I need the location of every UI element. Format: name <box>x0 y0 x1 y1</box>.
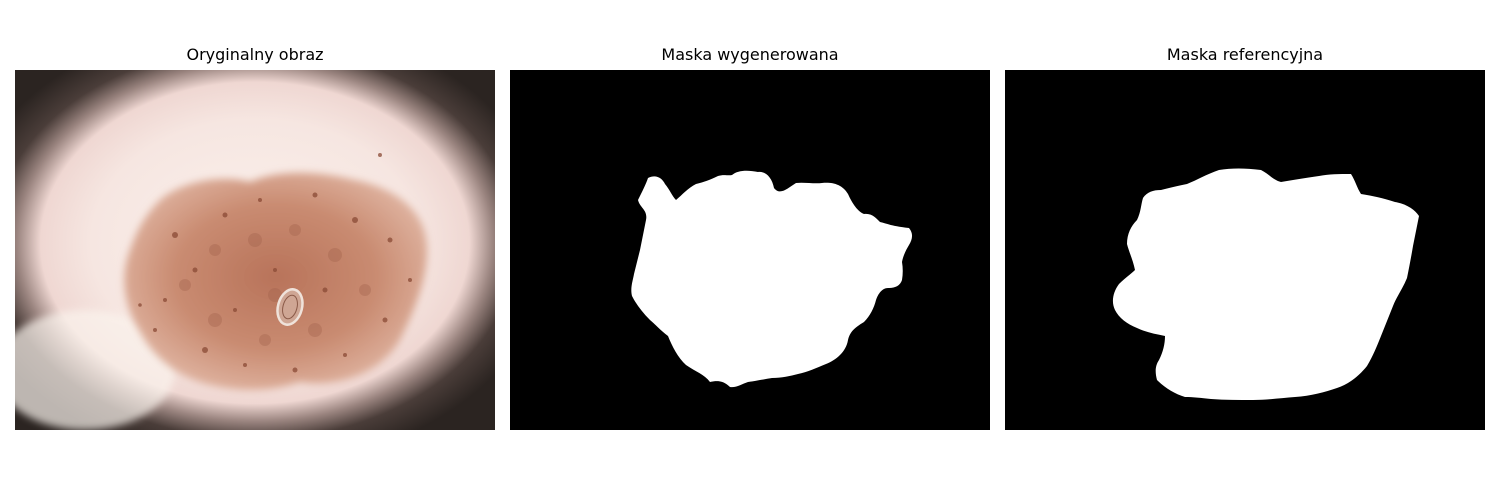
lesion-dots <box>138 153 412 373</box>
generated-mask-panel <box>510 70 990 430</box>
lesion-globules <box>179 224 371 346</box>
generated-mask-shape <box>631 170 913 388</box>
original-image-panel <box>15 70 495 430</box>
reference-mask <box>1005 70 1485 430</box>
panel-title-generated-mask: Maska wygenerowana <box>661 45 839 64</box>
panel-title-original: Oryginalny obraz <box>186 45 324 64</box>
skin-highlight <box>15 310 175 430</box>
lesion-region <box>124 172 428 390</box>
generated-mask <box>510 70 990 430</box>
panel-title-reference-mask: Maska referencyjna <box>1166 45 1324 64</box>
reference-mask-panel <box>1005 70 1485 430</box>
bubble-artifact-inner <box>282 294 298 320</box>
original-image <box>15 70 495 430</box>
reference-mask-shape <box>1112 168 1419 400</box>
